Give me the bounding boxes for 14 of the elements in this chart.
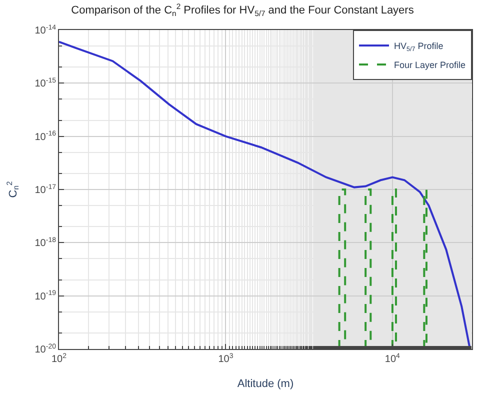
legend-label: HV$_{5/7}$ Profile: [394, 41, 444, 53]
y-tick-label: 10$^{-15}$: [34, 77, 56, 90]
y-tick-label: 10$^{-18}$: [34, 236, 56, 250]
x-tick-label: 10$^{2}$: [51, 352, 67, 365]
y-tick-label: 10$^{-19}$: [34, 290, 56, 302]
x-tick-label: 10$^{3}$: [218, 352, 234, 365]
x-axis-title: Altitude (m): [237, 378, 294, 390]
y-tick-label: 10$^{-14}$: [34, 24, 56, 36]
x-tick-label: 10$^{4}$: [384, 352, 400, 365]
y-tick-label: 10$^{-20}$: [34, 343, 56, 356]
legend-label: Four Layer Profile: [394, 60, 466, 70]
y-tick-label: 10$^{-17}$: [34, 184, 56, 196]
y-tick-label: 10$^{-16}$: [34, 130, 56, 143]
chart-title: Comparison of the C$_{n}$$^{2}$ Profiles for HV$_{5/7}$ and the Four Constant Layers: [71, 2, 414, 18]
